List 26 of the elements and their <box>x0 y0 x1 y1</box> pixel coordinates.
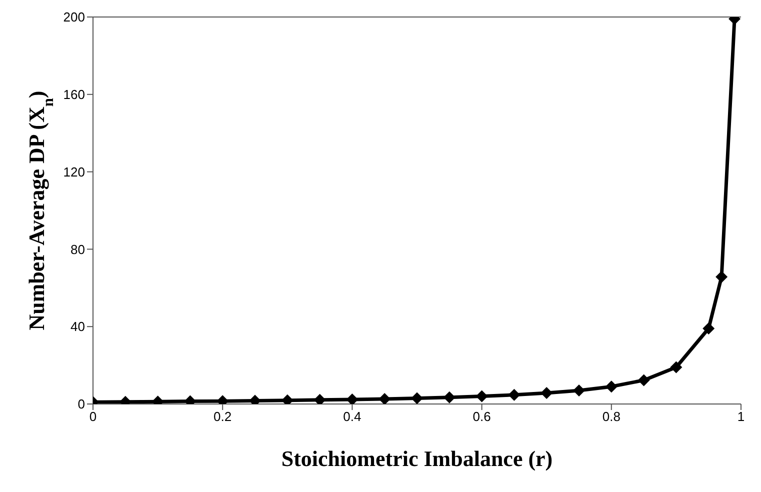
point <box>411 392 423 404</box>
y-tick-label: 160 <box>63 87 85 102</box>
point <box>314 394 326 404</box>
x-tick-label: 1 <box>737 409 745 424</box>
point <box>702 322 715 335</box>
point <box>540 386 553 399</box>
x-tick-label: 0.6 <box>472 409 491 424</box>
y-tick-label: 80 <box>70 242 85 257</box>
x-tick-label: 0.2 <box>214 409 232 424</box>
point <box>605 380 618 393</box>
point <box>508 388 520 401</box>
x-tick-label: 0.4 <box>343 409 362 424</box>
point <box>346 394 358 404</box>
y-tick-label: 0 <box>78 396 85 412</box>
point <box>476 390 488 402</box>
x-tick-label: 0 <box>89 409 97 424</box>
x-tick-label: 0.8 <box>602 409 620 424</box>
point <box>716 270 728 283</box>
y-tick-label: 40 <box>70 319 85 334</box>
point <box>670 361 682 374</box>
x-axis-title: Stoichiometric Imbalance (r) <box>281 446 553 471</box>
y-tick-label: 120 <box>63 164 85 180</box>
point <box>638 374 650 386</box>
y-tick-label: 200 <box>63 10 85 25</box>
point <box>573 384 585 396</box>
point <box>443 391 456 404</box>
